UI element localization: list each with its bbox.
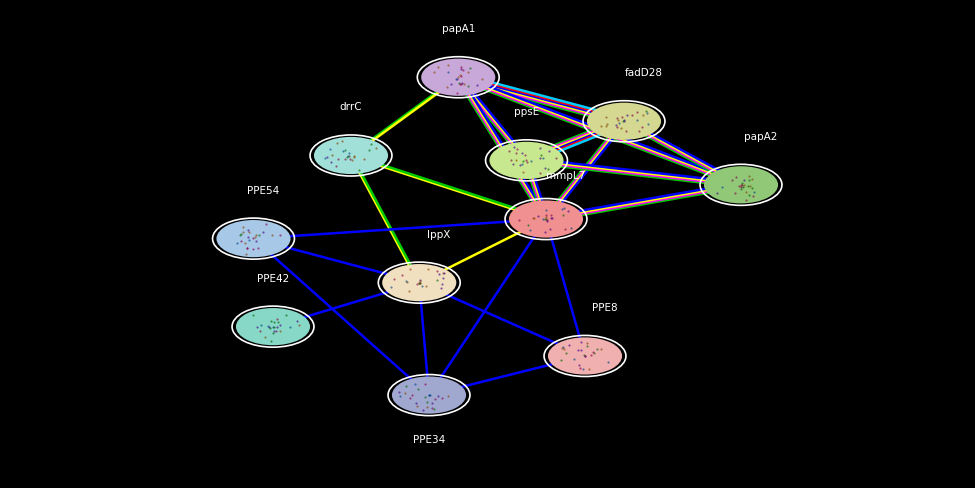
Circle shape xyxy=(548,338,622,375)
Circle shape xyxy=(509,201,583,238)
Text: papA2: papA2 xyxy=(744,132,777,142)
Text: fadD28: fadD28 xyxy=(625,68,662,78)
Circle shape xyxy=(382,264,456,302)
Circle shape xyxy=(392,377,466,414)
Text: PPE54: PPE54 xyxy=(247,185,280,195)
Text: PPE34: PPE34 xyxy=(412,434,446,444)
Circle shape xyxy=(314,138,388,175)
Text: PPE42: PPE42 xyxy=(256,273,290,283)
Circle shape xyxy=(421,60,495,97)
Text: drrC: drrC xyxy=(339,102,363,112)
Text: lppX: lppX xyxy=(427,229,450,239)
Text: PPE8: PPE8 xyxy=(592,303,617,312)
Text: papA1: papA1 xyxy=(442,24,475,34)
Circle shape xyxy=(236,308,310,346)
Circle shape xyxy=(704,167,778,204)
Circle shape xyxy=(587,103,661,141)
Circle shape xyxy=(489,142,564,180)
Text: mmpL7: mmpL7 xyxy=(546,171,585,181)
Circle shape xyxy=(216,221,291,258)
Text: ppsE: ppsE xyxy=(514,107,539,117)
